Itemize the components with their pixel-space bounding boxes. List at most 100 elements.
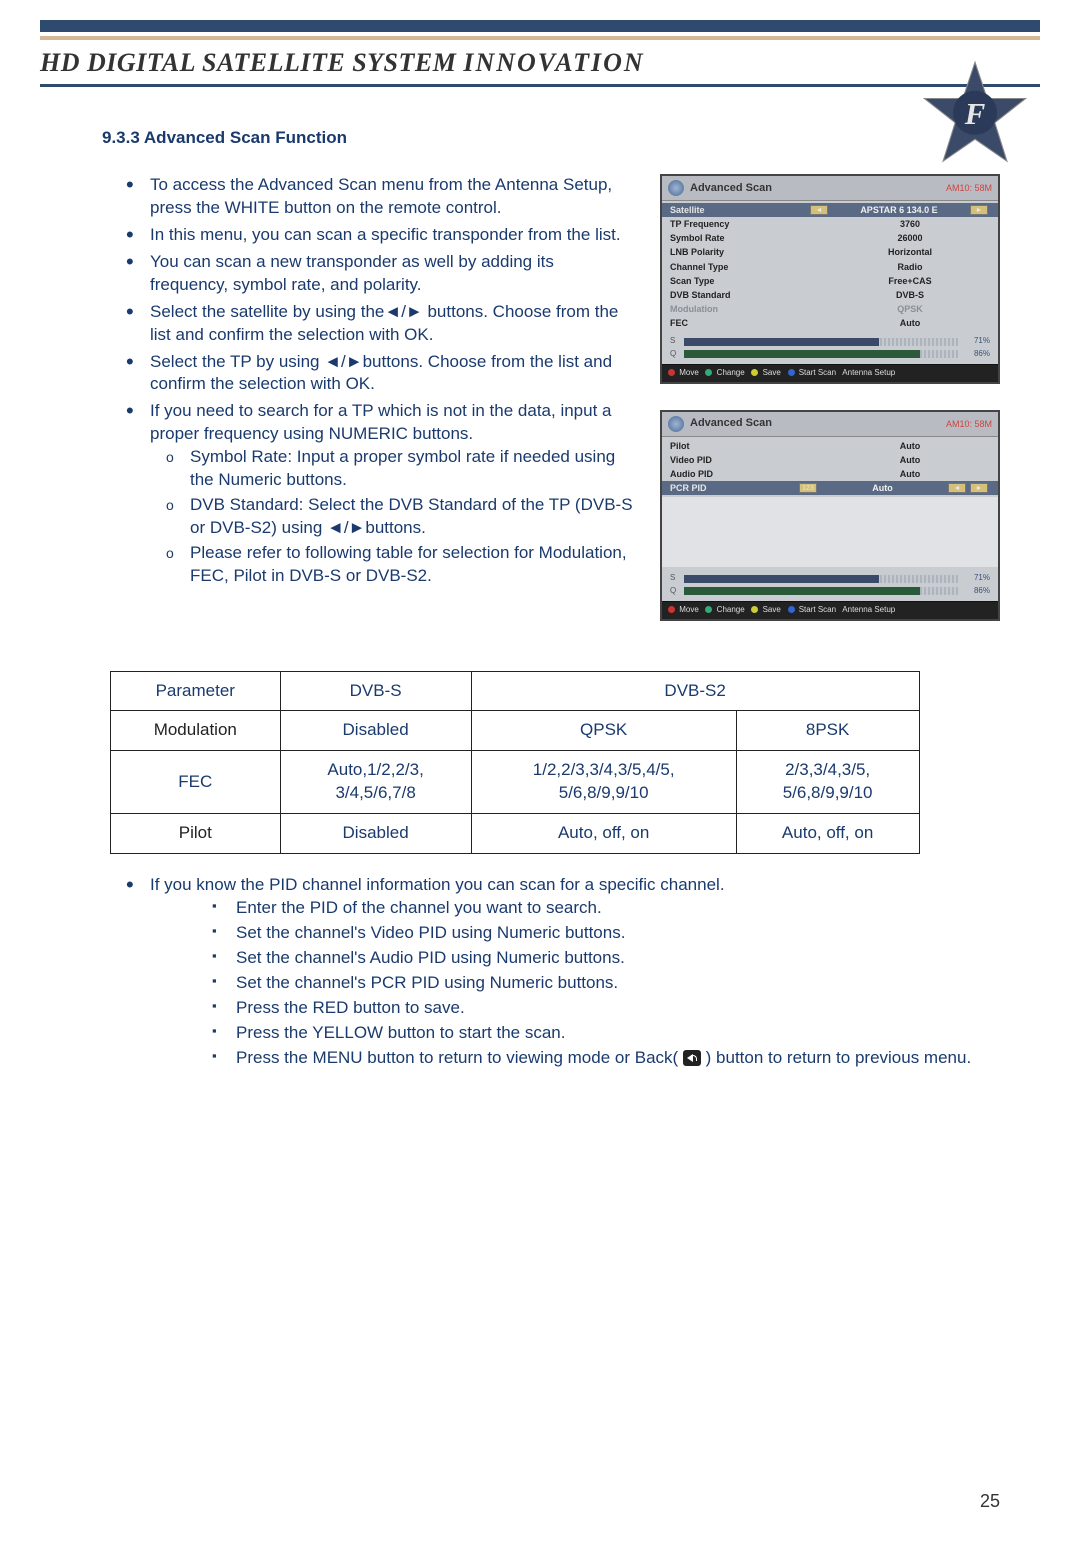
sq-item: Set the channel's PCR PID using Numeric … xyxy=(236,972,1000,995)
back-icon xyxy=(683,1050,701,1066)
row-value: 3760 xyxy=(830,218,990,230)
shot2-title: Advanced Scan xyxy=(690,416,772,431)
th-dvbs2: DVB-S2 xyxy=(471,671,919,711)
row-value: Auto xyxy=(830,317,990,329)
header-title-brand: INNOVATION xyxy=(463,48,644,77)
header-accent-line xyxy=(40,36,1040,40)
green-dot-icon xyxy=(705,606,712,613)
brand-star-badge: F xyxy=(920,60,1030,170)
left-arrow-icon: ◄ xyxy=(810,205,828,215)
sq-item: Enter the PID of the channel you want to… xyxy=(236,897,1000,920)
parameter-table: Parameter DVB-S DVB-S2 Modulation Disabl… xyxy=(110,671,920,855)
cell-dvbs2a: QPSK xyxy=(471,711,736,751)
row-value: DVB-S xyxy=(830,289,990,301)
right-arrow-icon: ► xyxy=(970,205,988,215)
bar-label-q: Q xyxy=(670,586,680,597)
cell-param: Modulation xyxy=(111,711,281,751)
right-arrow-icon: ► xyxy=(970,483,988,493)
row-key: DVB Standard xyxy=(670,289,830,301)
row-value: QPSK xyxy=(830,303,990,315)
cell-param: FEC xyxy=(111,751,281,814)
bullet-item: If you know the PID channel information … xyxy=(150,874,1000,1070)
table-row: Modulation Disabled QPSK 8PSK xyxy=(111,711,920,751)
numeric-icon: 123 xyxy=(799,483,817,493)
red-dot-icon xyxy=(668,369,675,376)
sq-item: Set the channel's Audio PID using Numeri… xyxy=(236,947,1000,970)
signal-bar xyxy=(684,575,958,583)
shot1-satellite-row: Satellite ◄ APSTAR 6 134.0 E ► xyxy=(662,203,998,217)
sub-bullet-item: Please refer to following table for sele… xyxy=(190,542,636,588)
bullet-item: Select the satellite by using the◄/► but… xyxy=(150,301,636,347)
globe-icon xyxy=(668,416,684,432)
row-value: Auto xyxy=(830,454,990,466)
cell-dvbs: Disabled xyxy=(280,711,471,751)
row-value: APSTAR 6 134.0 E xyxy=(830,204,968,216)
bullet-item: To access the Advanced Scan menu from th… xyxy=(150,174,636,220)
page-header-title: HD DIGITAL SATELLITE SYSTEM INNOVATION xyxy=(40,48,645,78)
bar-label-q: Q xyxy=(670,349,680,360)
row-key: Symbol Rate xyxy=(670,232,830,244)
row-value: Auto xyxy=(819,482,946,494)
row-value: Radio xyxy=(830,261,990,273)
shot1-footer: Move Change Save Start Scan Antenna Setu… xyxy=(662,364,998,382)
row-key: Modulation xyxy=(670,303,830,315)
cell-dvbs2a: 1/2,2/3,3/4,3/5,4/5,5/6,8/9,9/10 xyxy=(471,751,736,814)
cell-dvbs: Disabled xyxy=(280,814,471,854)
cell-dvbs2b: 8PSK xyxy=(736,711,919,751)
sub-bullet-item: Symbol Rate: Input a proper symbol rate … xyxy=(190,446,636,492)
bullet-item: Select the TP by using ◄/►buttons. Choos… xyxy=(150,351,636,397)
bar-label-s: S xyxy=(670,573,680,584)
row-key: PCR PID xyxy=(670,482,797,494)
yellow-dot-icon xyxy=(751,369,758,376)
row-value: 26000 xyxy=(830,232,990,244)
sq-item: Press the RED button to save. xyxy=(236,997,1000,1020)
bar-pct-q: 86% xyxy=(962,349,990,360)
shot2-time-tag: AM10: 58M xyxy=(946,418,992,430)
row-value: Auto xyxy=(830,468,990,480)
header-title-plain: HD DIGITAL SATELLITE SYSTEM xyxy=(40,48,456,77)
cell-dvbs2b: Auto, off, on xyxy=(736,814,919,854)
sq-item: Press the YELLOW button to start the sca… xyxy=(236,1022,1000,1045)
sub-bullet-item: DVB Standard: Select the DVB Standard of… xyxy=(190,494,636,540)
table-row: Pilot Disabled Auto, off, on Auto, off, … xyxy=(111,814,920,854)
header-top-bar xyxy=(40,20,1040,32)
quality-bar xyxy=(684,587,958,595)
bullet-item: If you need to search for a TP which is … xyxy=(150,400,636,588)
main-bullet-list: To access the Advanced Scan menu from th… xyxy=(120,174,636,588)
row-value: Auto xyxy=(830,440,990,452)
row-key: Pilot xyxy=(670,440,830,452)
row-key: LNB Polarity xyxy=(670,246,830,258)
green-dot-icon xyxy=(705,369,712,376)
shot1-title: Advanced Scan xyxy=(690,181,772,196)
bullet-item: In this menu, you can scan a specific tr… xyxy=(150,224,636,247)
shot2-footer: Move Change Save Start Scan Antenna Setu… xyxy=(662,601,998,619)
cell-dvbs: Auto,1/2,2/3,3/4,5/6,7/8 xyxy=(280,751,471,814)
shot2-pcr-row: PCR PID 123 Auto ◄ ► xyxy=(662,481,998,495)
row-value: Horizontal xyxy=(830,246,990,258)
row-key: Scan Type xyxy=(670,275,830,287)
page-number: 25 xyxy=(980,1491,1000,1512)
table-row: FEC Auto,1/2,2/3,3/4,5/6,7/8 1/2,2/3,3/4… xyxy=(111,751,920,814)
bar-label-s: S xyxy=(670,336,680,347)
blue-dot-icon xyxy=(788,369,795,376)
row-key: Video PID xyxy=(670,454,830,466)
sq-item: Press the MENU button to return to viewi… xyxy=(236,1047,1000,1070)
blue-dot-icon xyxy=(788,606,795,613)
th-parameter: Parameter xyxy=(111,671,281,711)
row-key: Audio PID xyxy=(670,468,830,480)
bullet-text: If you know the PID channel information … xyxy=(150,875,725,894)
yellow-dot-icon xyxy=(751,606,758,613)
red-dot-icon xyxy=(668,606,675,613)
quality-bar xyxy=(684,350,958,358)
shot2-empty-area xyxy=(662,497,998,567)
sq-item: Set the channel's Video PID using Numeri… xyxy=(236,922,1000,945)
sub-bullet-list: Symbol Rate: Input a proper symbol rate … xyxy=(150,446,636,588)
left-arrow-icon: ◄ xyxy=(948,483,966,493)
cell-dvbs2a: Auto, off, on xyxy=(471,814,736,854)
th-dvbs: DVB-S xyxy=(280,671,471,711)
globe-icon xyxy=(668,180,684,196)
row-key: TP Frequency xyxy=(670,218,830,230)
bullet-item: You can scan a new transponder as well b… xyxy=(150,251,636,297)
row-value: Free+CAS xyxy=(830,275,990,287)
cell-dvbs2b: 2/3,3/4,3/5,5/6,8/9,9/10 xyxy=(736,751,919,814)
